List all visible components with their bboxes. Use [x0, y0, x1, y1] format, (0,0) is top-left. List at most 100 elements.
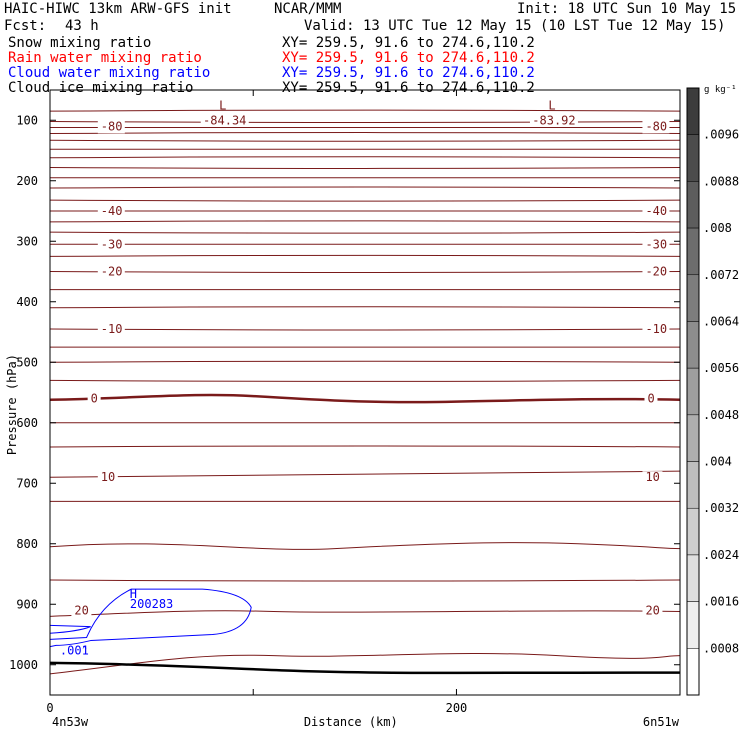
x-endpoint-right: 6n51w	[643, 715, 680, 729]
cloud-max-marker: H	[130, 587, 137, 601]
colorbar-tick-label: .004	[703, 455, 732, 469]
colorbar: .0096 .0088 .008 .0072 .0064 .0056 .0048 .004 .0…	[686, 85, 739, 696]
isotherm-line	[49, 306, 681, 309]
isotherm-line	[49, 231, 681, 234]
contour-label-bg	[71, 604, 92, 618]
model-title: HAIC-HIWC 13km ARW-GFS init	[4, 1, 232, 17]
colorbar-tick-label: .0064	[703, 314, 739, 328]
y-tick-label: 700	[16, 476, 38, 490]
contour-label-bg	[642, 471, 663, 485]
field-name-cloudwater: Cloud water mixing ratio	[8, 65, 211, 81]
colorbar-bin	[686, 601, 700, 649]
colorbar-tick-label: .0056	[703, 361, 739, 375]
field-xy-rain: XY= 259.5, 91.6 to 274.6,110.2	[282, 50, 535, 66]
y-tick-label: 100	[16, 113, 38, 127]
y-tick-label: 200	[16, 174, 38, 188]
contour-label-bg	[642, 604, 663, 618]
isotherm-line	[49, 328, 681, 331]
colorbar-bin	[686, 134, 700, 182]
colorbar-bin	[686, 461, 700, 509]
isotherm-label-right: 0	[647, 392, 654, 406]
contour-label-bg	[642, 322, 670, 336]
isotherm-line	[49, 156, 681, 159]
colorbar-frame	[686, 87, 700, 696]
contour-label-bg	[97, 322, 125, 336]
init-time: Init: 18 UTC Sun 10 May 15	[517, 1, 737, 17]
colorbar-tick-label: .008	[703, 221, 732, 235]
colorbar-bin	[686, 648, 700, 696]
colorbar-tick-label: .0072	[703, 268, 739, 282]
cloud-contour-caret: ‸	[83, 634, 87, 648]
contour-label-bg	[97, 471, 118, 485]
colorbar-tick-label: .0032	[703, 501, 739, 515]
y-tick-label: 300	[16, 234, 38, 248]
isotherm-label-left: 20	[74, 603, 88, 617]
x-tick-label: 0	[46, 701, 53, 715]
isotherm-line	[49, 166, 681, 169]
isotherm-line	[49, 610, 681, 617]
isotherm-line	[49, 379, 681, 382]
contour-label-bg	[97, 238, 125, 252]
field-xy-snow: XY= 259.5, 91.6 to 274.6,110.2	[282, 35, 535, 51]
isotherm-line	[49, 445, 681, 448]
colorbar-tick-label: .0016	[703, 595, 739, 609]
isotherm-line	[49, 199, 681, 202]
contour-label-bg	[97, 120, 125, 134]
isotherm-line	[49, 653, 681, 675]
field-xy-cloudwater: XY= 259.5, 91.6 to 274.6,110.2	[282, 65, 535, 81]
cloud-max-value: 200283	[130, 597, 173, 611]
x-axis-title: Distance (km)	[304, 715, 398, 729]
terrain-line	[49, 661, 681, 675]
field-name-rain: Rain water mixing ratio	[8, 50, 202, 66]
colorbar-tick-label: .0008	[703, 641, 739, 655]
isotherm-label-left: -10	[101, 322, 123, 336]
contour-label-bg	[97, 205, 125, 218]
minimum-marker: L	[548, 98, 555, 112]
fcst-label: Fcst:	[4, 18, 47, 34]
x-tick-label: 200	[446, 701, 468, 715]
contour-label-bg	[529, 113, 578, 127]
y-axis-title: Pressure (hPa)	[5, 354, 19, 455]
contour-label-bg	[642, 265, 670, 279]
contour-label-bg	[642, 120, 670, 134]
minimum-value: -83.92	[532, 113, 575, 127]
isotherm-label-left: -40	[101, 204, 123, 218]
colorbar-bin	[686, 87, 700, 135]
colorbar-tick-label: .0088	[703, 174, 739, 188]
colorbar-bin	[686, 321, 700, 369]
x-endpoint-left: 4n53w	[52, 715, 89, 729]
isotherm-line	[49, 186, 681, 189]
isotherm-line	[49, 132, 681, 135]
contour-label-bg	[644, 392, 658, 406]
contour-label-bg	[87, 392, 101, 406]
isotherm-label-right: 10	[645, 470, 659, 484]
isotherm-label-left: -80	[101, 119, 123, 133]
contour-label-bg	[97, 265, 125, 279]
contour-label-bg	[200, 113, 249, 127]
isotherm-label-right: 20	[645, 603, 659, 617]
isotherm-line	[49, 254, 681, 257]
isotherm-label-right: -10	[645, 322, 667, 336]
isotherm-label-left: 10	[101, 470, 115, 484]
colorbar-bin	[686, 414, 700, 462]
isotherm-line	[49, 579, 681, 582]
field-xy-cloudice: XY= 259.5, 91.6 to 274.6,110.2	[282, 80, 535, 96]
y-tick-label: 900	[16, 597, 38, 611]
y-tick-label: 1000	[9, 658, 38, 672]
isotherm-line	[49, 542, 681, 550]
isotherm-line	[49, 139, 681, 142]
colorbar-tick-label: .0024	[703, 548, 739, 562]
isotherm-line	[49, 360, 681, 363]
cloud-contour-label: .001	[60, 643, 89, 657]
y-tick-label: 400	[16, 295, 38, 309]
isotherm-label-right: -30	[645, 237, 667, 251]
isotherm-line	[49, 470, 681, 478]
cloud-water-contour	[49, 588, 252, 648]
isotherm-label-left: -20	[101, 265, 123, 279]
isotherm-line	[49, 109, 681, 112]
isotherm-line	[49, 271, 681, 273]
fcst-value: 43 h	[65, 18, 99, 34]
